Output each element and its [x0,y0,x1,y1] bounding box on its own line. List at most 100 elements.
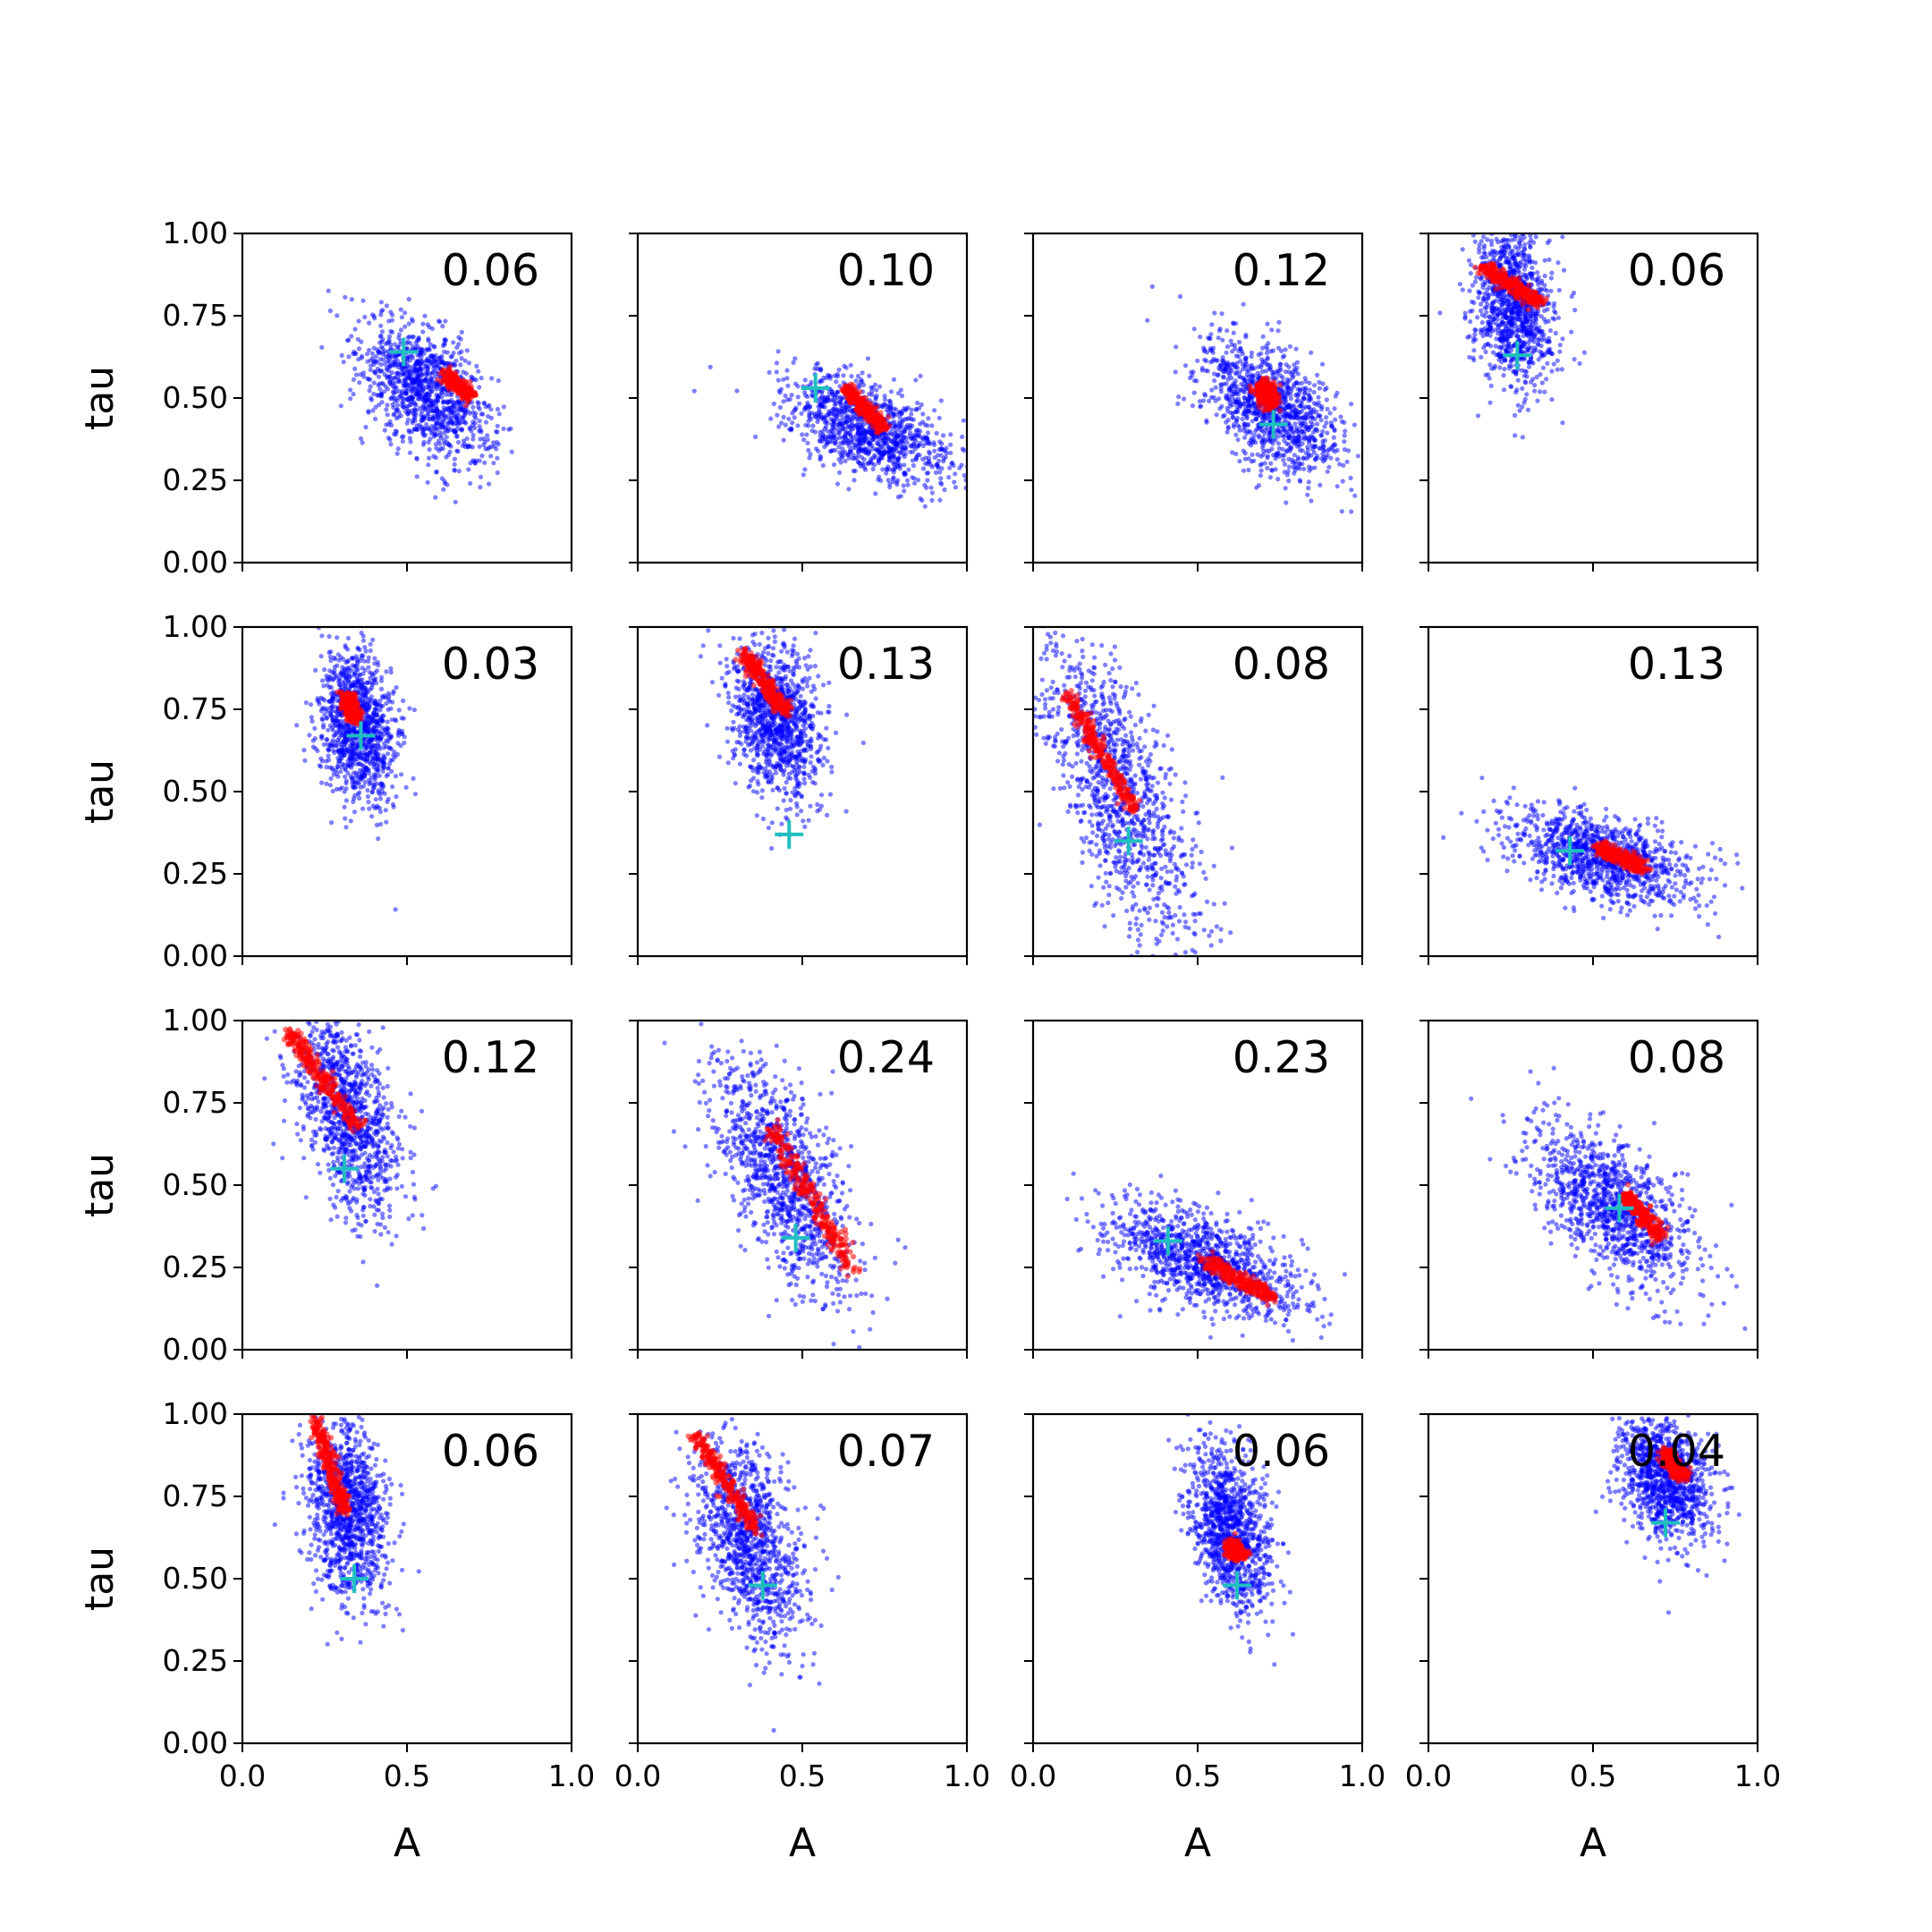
sample-point [1507,225,1512,230]
sample-point [1187,375,1193,381]
sample-point [1306,454,1311,460]
sample-point [479,453,485,459]
true-value-marker [389,337,419,367]
sample-point [891,377,897,382]
sample-point [708,364,713,369]
sample-point [1208,394,1214,400]
sample-point [1526,346,1531,352]
sample-point [1308,434,1313,439]
sample-point [1487,250,1493,256]
sample-point [914,433,919,438]
sample-point [894,407,899,412]
sample-point [920,466,927,471]
sample-point [377,340,383,345]
sample-point [477,406,482,411]
sample-point [768,416,774,421]
sample-point [810,423,816,428]
sample-point [1236,353,1241,360]
sample-point [1304,425,1309,430]
sample-point [1245,409,1250,414]
sample-point [1221,375,1226,380]
sample-point [1284,472,1290,478]
posterior-point [1276,382,1284,388]
sample-point [375,393,380,398]
posterior-point [462,390,468,397]
sample-point [461,438,467,444]
sample-point [387,362,393,369]
sample-point [1349,487,1354,493]
sample-point [923,435,928,440]
sample-point [1230,392,1235,397]
sample-point [1522,379,1528,385]
sample-point [416,337,421,343]
sample-point [1546,318,1551,324]
sample-point [1317,386,1322,391]
sample-point [1305,447,1310,453]
sample-point [905,405,911,411]
sample-point [1520,404,1525,410]
sample-point [775,412,780,418]
sample-point [815,360,820,366]
sample-point [402,409,409,414]
sample-point [909,411,914,417]
sample-point [899,393,905,399]
sample-point [1261,449,1267,454]
sample-point [1264,361,1269,367]
sample-point [443,318,448,324]
sample-point [341,360,346,365]
sample-point [911,462,916,469]
sample-point [906,467,911,472]
sample-point [826,398,832,403]
sample-point [466,467,471,472]
sample-point [462,358,468,363]
sample-point [1545,360,1550,366]
sample-point [818,377,824,384]
sample-point [446,443,452,448]
sample-point [390,329,395,335]
posterior-point [844,390,851,396]
sample-point [1301,456,1306,462]
sample-point [381,357,386,362]
sample-point [1545,339,1550,344]
sample-point [870,437,876,443]
sample-point [432,423,437,428]
sample-point [401,371,406,377]
sample-point [1482,305,1487,310]
sample-point [457,417,462,423]
sample-point [1258,473,1263,479]
sample-point [367,388,372,394]
posterior-point [1265,375,1271,382]
sample-point [506,427,512,432]
sample-point [422,395,428,401]
sample-point [1309,350,1314,355]
sample-point [1309,415,1315,420]
sample-point [1275,450,1281,455]
sample-point [1259,357,1265,362]
sample-point [1251,458,1257,463]
sample-point [789,393,794,398]
sample-point [485,446,491,452]
sample-point [902,462,907,468]
sample-point [442,341,447,346]
sample-point [1520,223,1524,227]
sample-point [936,465,941,470]
posterior-point [1255,401,1262,408]
sample-point [1515,334,1521,339]
posterior-point [855,409,861,415]
sample-point [806,447,811,453]
sample-point [1246,440,1252,445]
sample-point [961,418,966,423]
sample-point [1559,367,1564,372]
sample-point [495,470,500,476]
sample-point [1309,498,1314,504]
sample-point [1218,386,1224,392]
sample-point [483,419,489,425]
sample-point [793,381,799,386]
sample-point [771,401,776,407]
sample-point [1542,273,1547,279]
sample-point [456,400,462,405]
sample-point [385,402,390,408]
sample-point [485,433,490,438]
sample-point [411,369,416,374]
sample-point [481,442,487,447]
